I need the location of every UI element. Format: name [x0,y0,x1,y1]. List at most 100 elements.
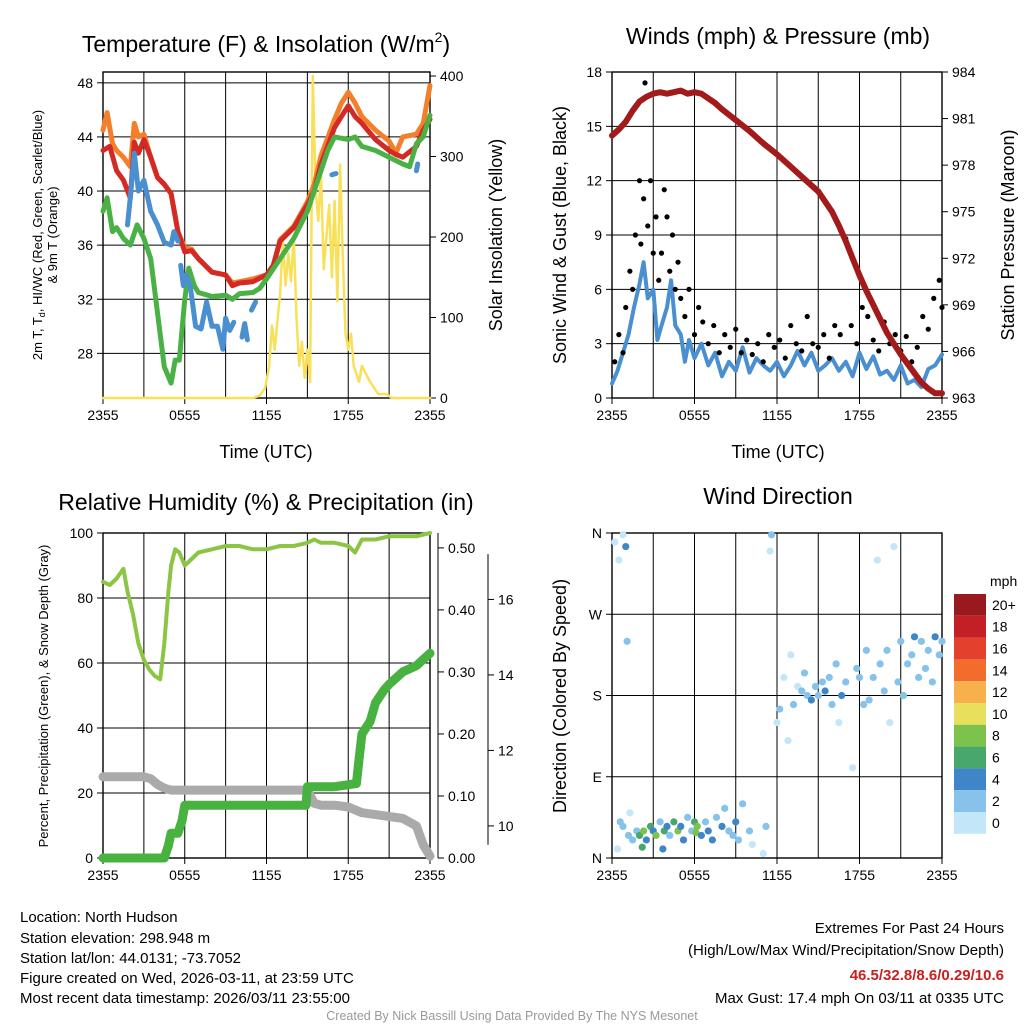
y-tick-label: 981 [952,111,976,127]
direction-point [697,831,705,840]
legend-swatch [954,790,986,812]
gust-point [722,332,728,338]
panel-0-axes: 2355 0555 1155 1755 2355 [87,71,446,423]
y-tick-label: 3 [594,336,602,352]
legend-swatch [954,724,986,747]
gust-point [914,344,920,350]
legend-title: mph [990,573,1017,589]
gust-point [738,350,744,356]
pressure-line [609,87,945,397]
speed-color-legend: 20+ 18 16 14 12 10 8 6 4 2 0 [954,594,1016,834]
gust-point [623,304,629,311]
direction-point [677,822,685,831]
y-tick-label: 0.20 [448,726,475,742]
legend-swatch [954,703,986,725]
direction-point [759,849,767,858]
x-tick-label: 2355 [926,867,957,883]
y-tick-label: 10 [498,818,514,834]
direction-point [708,836,716,844]
direction-point [880,687,888,695]
direction-point [865,696,873,704]
x-tick-label: 0555 [679,407,710,423]
direction-point [762,822,770,831]
y-tick-label: 12 [586,173,602,189]
gust-point [727,344,733,350]
gust-point [647,178,654,184]
gust-point [821,332,827,338]
gust-point [645,223,651,229]
relative-humidity-line [101,531,432,682]
direction-point [615,556,623,564]
y-tick-label: E [593,769,602,785]
direction-point [734,836,743,844]
gust-point [650,250,656,256]
direction-point [652,831,660,840]
y-tick-label: 14 [498,667,514,683]
x-tick-label: 2355 [87,407,118,423]
direction-point [873,556,881,564]
direction-point [704,827,712,835]
x-tick-label: 2355 [596,407,627,423]
direction-point [663,822,671,831]
direction-point [773,718,781,727]
direction-point [787,651,795,659]
gust-point [826,355,832,361]
gust-point [859,304,865,311]
direction-point [921,664,930,673]
extremes-values: 46.5/32.8/8.6/0.29/10.6 [850,967,1004,984]
direction-point [838,691,846,700]
footer-elevation: Station elevation: 298.948 m [20,930,210,947]
direction-point [748,840,756,849]
direction-point [784,737,792,745]
gust-point [870,337,876,343]
gust-point [892,332,898,338]
y-tick-label: 28 [77,345,93,361]
direction-point [638,843,646,851]
gust-point [661,187,667,193]
wind-panel-title: Winds (mph) & Pressure (mb) [626,23,930,49]
direction-point [684,813,692,821]
footer-latlon: Station lat/lon: 44.0131; -73.7052 [20,950,241,967]
legend-label: 2 [992,793,1000,809]
y-tick-label: 100 [440,310,464,326]
x-tick-label: 2355 [87,867,118,883]
direction-point [825,673,833,682]
y-tick-label: 0.50 [448,540,475,556]
direction-point [894,678,902,686]
direction-point [814,691,822,700]
gust-point [903,333,909,340]
gust-point [744,337,750,343]
y-tick-label: 36 [77,237,93,253]
windchill-line [413,161,421,174]
direction-point [890,542,898,551]
x-tick-label: 1155 [762,407,792,423]
x-tick-label: 1155 [762,867,792,883]
gust-point [766,332,772,338]
gust-point [696,304,702,311]
y-tick-label: 0.00 [448,850,475,866]
y-tick-label: 9 [594,227,602,243]
direction-point [692,829,700,837]
direction-point [732,818,740,826]
y-tick-label: 975 [952,204,976,220]
y-tick-label: 48 [77,75,93,91]
gust-point [667,268,673,274]
direction-point [821,687,829,695]
gust-point [788,322,794,329]
gust-point [925,326,931,332]
dewpoint-line [100,112,433,386]
legend-label: 10 [992,706,1008,722]
y-tick-label: 969 [952,297,976,313]
gust-point [771,344,777,350]
gust-point [848,322,854,329]
gust-point [627,268,633,274]
y-tick-label: 400 [440,68,464,84]
x-tick-label: 1755 [844,867,875,883]
direction-point [897,637,905,645]
legend-label: 4 [992,771,1000,787]
y-tick-label: 16 [498,591,514,607]
gust-point [675,259,681,265]
gust-point [638,241,644,247]
direction-point [800,669,809,677]
direction-point [798,687,806,695]
